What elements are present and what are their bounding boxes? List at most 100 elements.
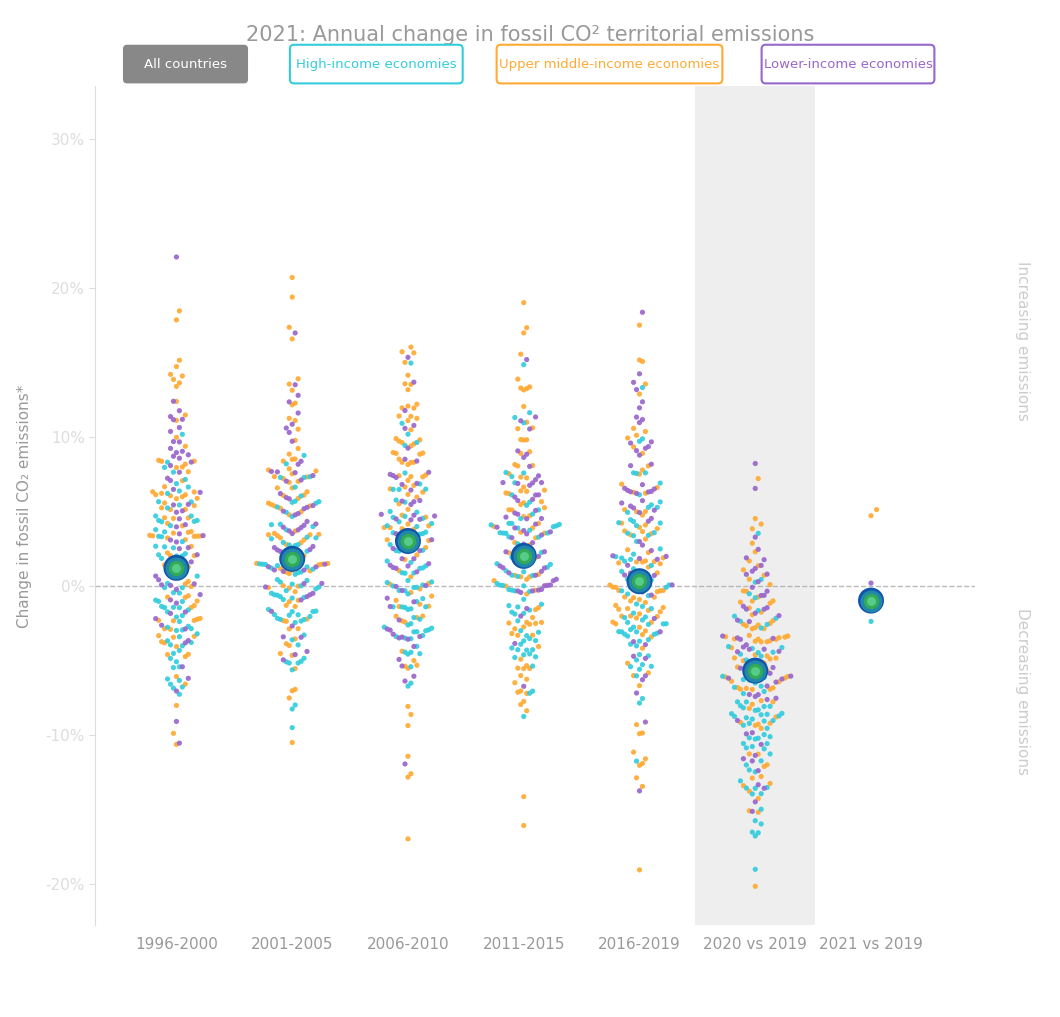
Point (403, 659, 420, 675)
Point (616, 501, 633, 518)
Point (507, 636, 524, 652)
Point (418, 557, 435, 574)
Point (746, 511, 763, 527)
Point (868, 596, 885, 612)
Point (189, 528, 206, 544)
Point (515, 633, 532, 649)
Point (628, 596, 644, 612)
Point (625, 634, 642, 650)
Point (507, 650, 524, 666)
Point (396, 523, 413, 539)
Point (649, 608, 666, 624)
Point (388, 511, 405, 527)
Point (167, 460, 184, 476)
Point (171, 659, 188, 675)
Point (601, 577, 618, 593)
Point (509, 642, 526, 658)
Point (180, 574, 197, 590)
Point (405, 668, 422, 684)
Point (177, 635, 194, 651)
Point (746, 828, 763, 844)
Point (767, 610, 784, 626)
Point (746, 780, 763, 796)
Point (271, 516, 288, 532)
Point (281, 638, 298, 654)
Point (284, 382, 301, 399)
Point (192, 610, 209, 626)
Point (616, 523, 633, 539)
Point (611, 601, 628, 617)
Point (660, 577, 677, 593)
Point (174, 561, 191, 578)
Point (393, 643, 410, 659)
Point (640, 514, 657, 530)
Point (738, 694, 755, 710)
Point (524, 420, 541, 436)
Point (753, 678, 770, 695)
Point (373, 506, 390, 523)
Point (657, 615, 674, 632)
Point (524, 520, 541, 536)
Point (251, 555, 268, 572)
Point (515, 508, 532, 525)
Point (512, 380, 529, 397)
Point (296, 487, 313, 503)
Point (759, 634, 776, 650)
Point (642, 600, 659, 616)
Point (741, 701, 758, 717)
Point (759, 678, 776, 695)
Point (284, 647, 301, 663)
Point (153, 454, 170, 470)
Point (625, 648, 642, 664)
Point (746, 717, 763, 733)
Point (518, 614, 535, 631)
Point (634, 492, 651, 508)
Point (284, 494, 301, 511)
Point (646, 610, 662, 626)
Point (385, 540, 402, 556)
Point (396, 630, 413, 646)
Point (171, 483, 188, 499)
Point (304, 561, 321, 578)
Point (509, 599, 526, 615)
Point (296, 532, 313, 548)
Point (735, 778, 752, 794)
Point (512, 469, 529, 485)
Point (759, 616, 776, 633)
Point (408, 434, 425, 451)
Point (301, 562, 318, 579)
Point (524, 642, 541, 658)
Point (174, 659, 191, 675)
Point (171, 303, 188, 319)
Point (746, 574, 763, 590)
Point (400, 646, 417, 662)
Point (759, 706, 776, 722)
Point (165, 496, 182, 513)
Point (634, 671, 651, 687)
Point (642, 572, 659, 588)
Point (403, 644, 420, 660)
Point (400, 558, 417, 575)
Point (628, 485, 644, 501)
Point (162, 532, 179, 548)
Point (284, 397, 301, 413)
Point (151, 513, 167, 529)
Point (378, 590, 395, 606)
Point (649, 521, 666, 537)
Point (420, 464, 437, 480)
Point (744, 606, 761, 622)
Point (856, 592, 873, 608)
Point (637, 553, 654, 570)
Point (735, 685, 752, 702)
Point (741, 641, 758, 657)
Point (753, 693, 770, 709)
Point (741, 656, 758, 672)
Point (403, 615, 420, 632)
Point (171, 374, 188, 391)
Point (614, 550, 631, 566)
Point (631, 661, 648, 677)
Point (746, 662, 763, 678)
Point (423, 532, 440, 548)
Point (167, 622, 184, 639)
Point (182, 579, 199, 595)
